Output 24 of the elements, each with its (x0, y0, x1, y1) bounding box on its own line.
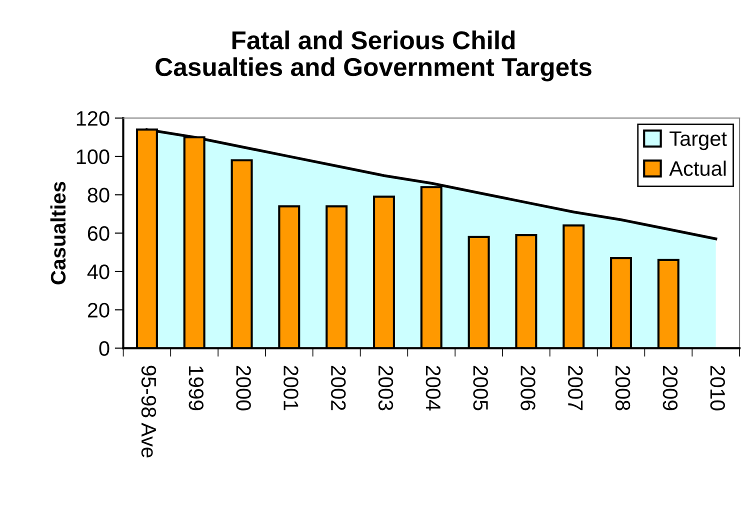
y-tick-label: 80 (88, 188, 110, 203)
legend-label: Target (670, 131, 727, 150)
x-tick-label: 2009 (662, 366, 678, 410)
y-tick-label: 0 (99, 341, 110, 356)
x-tick-label: 2004 (426, 366, 441, 411)
y-tick-label: 120 (76, 111, 110, 126)
x-tick-label: 2003 (378, 366, 394, 410)
x-tick-label: 2006 (520, 366, 536, 410)
x-tick-label: 2002 (330, 366, 346, 410)
x-tick-label: 1999 (188, 366, 204, 410)
y-axis-title: Casualties (50, 182, 66, 284)
y-tick-label: 20 (88, 302, 110, 318)
x-tick-label: 2008 (615, 366, 630, 410)
chart-title: Fatal and Serious Child Casualties and Government Targets (156, 30, 592, 82)
y-tick-label: 40 (87, 264, 110, 280)
x-tick-label: 2005 (473, 366, 488, 410)
x-tick-label: 95-98 Ave (141, 366, 156, 458)
x-tick-label: 2000 (236, 366, 251, 410)
x-tick-label: 2007 (568, 366, 583, 410)
x-tick-label: 2010 (710, 366, 725, 410)
legend-label: Actual (669, 160, 726, 176)
y-tick-label: 60 (88, 226, 110, 241)
y-tick-label: 100 (76, 149, 110, 164)
x-tick-label: 2001 (284, 366, 298, 410)
